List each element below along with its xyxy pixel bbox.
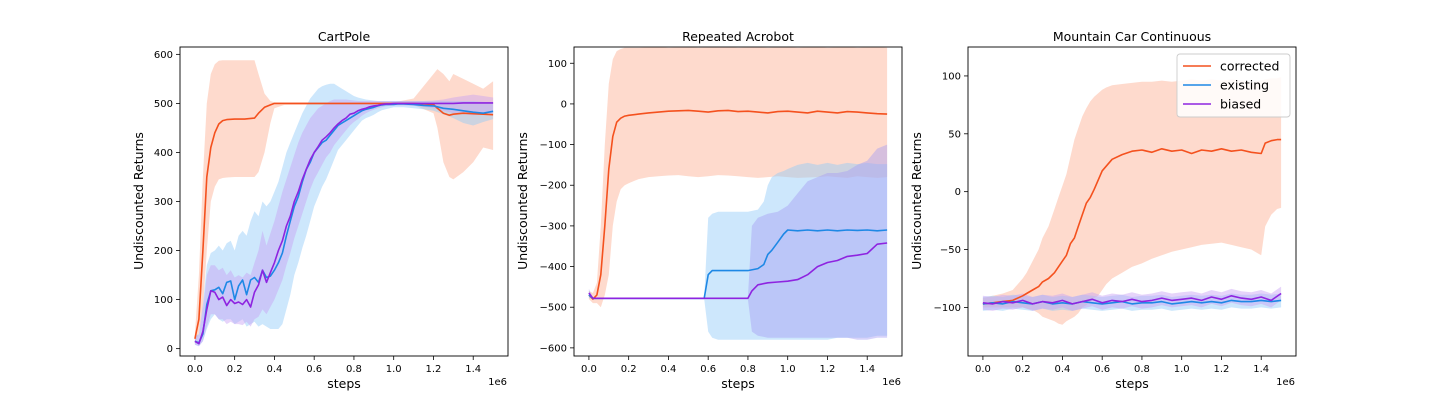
existing-band [588,162,888,340]
plot-area [588,47,888,340]
x-tick-label: 1.4 [465,364,481,375]
y-tick-label: −300 [540,221,567,232]
legend: corrected existing biased [1176,53,1291,118]
y-tick-label: 0 [167,344,173,355]
x-tick-label: 0.0 [975,364,991,375]
legend-label-existing: existing [1220,78,1269,93]
x-offset-label: 1e6 [1276,377,1295,388]
y-tick-label: −400 [540,262,567,273]
y-tick-label: −100 [934,303,961,314]
x-tick-label: 1.4 [859,364,875,375]
plot-area [982,77,1282,325]
x-tick-label: 0.6 [700,364,716,375]
existing-band [194,83,494,347]
x-tick-label: 1.2 [426,364,442,375]
x-tick-label: 0.8 [740,364,756,375]
x-tick-label: 1.4 [1253,364,1269,375]
biased-line [982,292,1282,305]
x-tick-label: 1.2 [1214,364,1230,375]
chart-title: Repeated Acrobot [682,29,794,44]
biased-band [194,94,494,347]
x-tick-label: 0.0 [581,364,597,375]
y-tick-label: 500 [154,99,173,110]
x-tick-label: 0.2 [621,364,637,375]
y-tick-label: 300 [154,197,173,208]
legend-box [1176,53,1291,118]
legend-label-biased: biased [1220,97,1261,112]
y-tick-label: −100 [540,140,567,151]
y-axis-label: Undiscounted Returns [909,132,924,270]
y-axis-label: Undiscounted Returns [515,132,530,270]
y-axis-label: Undiscounted Returns [131,132,146,270]
y-tick-label: −50 [940,245,961,256]
x-axis-label: steps [327,376,361,391]
x-tick-label: 1.0 [780,364,796,375]
x-axis-label: steps [721,376,755,391]
x-tick-label: 0.4 [266,364,282,375]
x-offset-label: 1e6 [882,377,901,388]
corrected-line [982,138,1282,305]
y-tick-label: 400 [154,148,173,159]
y-tick-label: 100 [942,71,961,82]
y-tick-label: 50 [948,129,961,140]
corrected-band [194,60,494,344]
corrected-line [194,102,494,339]
x-tick-label: 1.0 [386,364,402,375]
existing-band [982,293,1282,311]
y-tick-label: 0 [955,187,961,198]
y-tick-label: −200 [540,181,567,192]
panel-mountain-car-continuous: Mountain Car Continuous steps 1e6 Undisc… [909,29,1297,391]
x-tick-label: 0.4 [660,364,676,375]
x-tick-label: 0.2 [227,364,243,375]
plot-area [194,60,494,347]
y-tick-label: 600 [154,50,173,61]
y-tick-label: −600 [540,343,567,354]
x-tick-label: 0.4 [1054,364,1070,375]
panel-repeated-acrobot: Repeated Acrobot steps 1e6 Undiscounted … [515,29,903,391]
y-tick-label: 200 [154,246,173,257]
x-tick-label: 1.2 [820,364,836,375]
x-tick-label: 0.6 [1094,364,1110,375]
biased-line [588,242,888,300]
panel-cartpole: CartPole steps 1e6 Undiscounted Returns … [131,29,509,391]
legend-label-corrected: corrected [1220,59,1279,74]
axes-frame [967,46,1297,357]
biased-line [194,102,494,345]
x-tick-label: 1.0 [1174,364,1190,375]
axes-frame [573,46,903,357]
y-tick-label: −500 [540,303,567,314]
biased-band [588,144,888,340]
x-axis-label: steps [1115,376,1149,391]
x-tick-label: 0.2 [1015,364,1031,375]
x-tick-label: 0.0 [187,364,203,375]
x-offset-label: 1e6 [488,377,507,388]
y-tick-label: 100 [154,295,173,306]
chart-title: CartPole [318,29,371,44]
chart-title: Mountain Car Continuous [1053,29,1211,44]
x-tick-label: 0.8 [346,364,362,375]
corrected-band [982,77,1282,325]
x-tick-label: 0.8 [1134,364,1150,375]
y-tick-label: 0 [561,99,567,110]
x-tick-label: 0.6 [306,364,322,375]
y-tick-label: 100 [548,59,567,70]
corrected-line [588,109,888,300]
